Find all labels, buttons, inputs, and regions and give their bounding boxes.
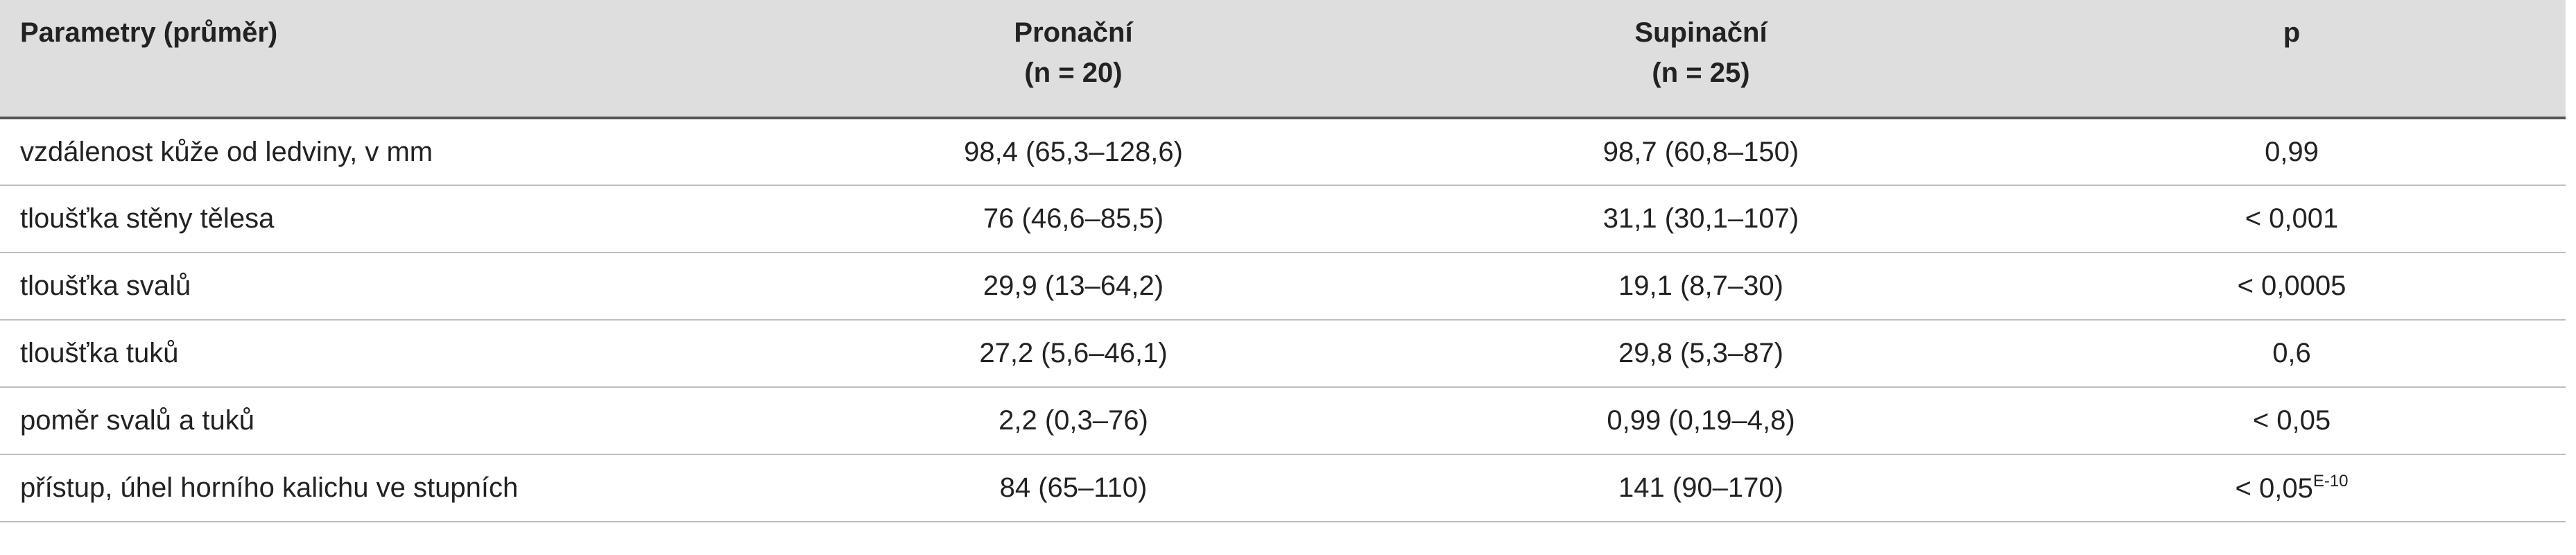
header-text: Pronační bbox=[1014, 17, 1133, 48]
table-cell: 141 (90–170) bbox=[1384, 454, 2018, 522]
table-row: tloušťka svalů 29,9 (13–64,2) 19,1 (8,7–30… bbox=[0, 253, 2566, 321]
cell-text: 19,1 (8,7–30) bbox=[1618, 271, 1783, 301]
header-text: (n = 20) bbox=[1024, 58, 1123, 88]
header-cell: Parametry (průměr) bbox=[0, 0, 763, 119]
cell-text: 0,99 (0,19–4,8) bbox=[1607, 405, 1795, 436]
cell-text: 84 (65–110) bbox=[999, 472, 1148, 503]
header-text: (n = 25) bbox=[1652, 58, 1750, 88]
table-cell: 29,8 (5,3–87) bbox=[1384, 320, 2018, 388]
header-text: p bbox=[2283, 17, 2301, 48]
table-cell: 84 (65–110) bbox=[763, 454, 1384, 522]
header-text: Supinační bbox=[1634, 17, 1767, 48]
cell-text: 29,9 (13–64,2) bbox=[983, 271, 1164, 301]
table-cell: 2,2 (0,3–76) bbox=[763, 387, 1384, 455]
table-header: Parametry (průměr) Pronační (n = 20) Supi… bbox=[0, 0, 2566, 119]
table-row: poměr svalů a tuků 2,2 (0,3–76) 0,99 (0,19… bbox=[0, 387, 2566, 455]
data-table: Parametry (průměr) Pronační (n = 20) Supi… bbox=[0, 0, 2566, 522]
table-cell: přístup, úhel horního kalichu ve stupníc… bbox=[0, 454, 763, 522]
table-row: tloušťka tuků 27,2 (5,6–46,1) 29,8 (5,3–87… bbox=[0, 320, 2566, 388]
cell-text: vzdálenost kůže od ledviny, v mm bbox=[20, 136, 433, 167]
table-cell: poměr svalů a tuků bbox=[0, 387, 763, 455]
cell-text: 0,99 bbox=[2265, 136, 2319, 167]
cell-text: < 0,05 bbox=[2252, 405, 2331, 436]
table-cell: 0,99 bbox=[2018, 118, 2566, 186]
header-text: Parametry (průměr) bbox=[20, 17, 278, 48]
cell-text: 31,1 (30,1–107) bbox=[1602, 203, 1799, 234]
cell-text: 27,2 (5,6–46,1) bbox=[979, 338, 1168, 368]
cell-text: přístup, úhel horního kalichu ve stupníc… bbox=[20, 472, 519, 503]
table-row: tloušťka stěny tělesa 76 (46,6–85,5) 31,1 … bbox=[0, 185, 2566, 253]
table-cell: 31,1 (30,1–107) bbox=[1384, 185, 2018, 253]
header-cell: Supinační (n = 25) bbox=[1384, 0, 2018, 119]
cell-text: 76 (46,6–85,5) bbox=[983, 203, 1164, 234]
table-cell: < 0,05E-10 bbox=[2018, 454, 2566, 522]
cell-text: 98,7 (60,8–150) bbox=[1602, 136, 1799, 167]
table-cell: < 0,05 bbox=[2018, 387, 2566, 455]
table-cell: < 0,0005 bbox=[2018, 253, 2566, 321]
table-cell: < 0,001 bbox=[2018, 185, 2566, 253]
table-cell: tloušťka tuků bbox=[0, 320, 763, 388]
cell-text: 141 (90–170) bbox=[1618, 472, 1783, 503]
table-cell: 76 (46,6–85,5) bbox=[763, 185, 1384, 253]
cell-text: poměr svalů a tuků bbox=[20, 405, 254, 436]
header-cell: Pronační (n = 20) bbox=[763, 0, 1384, 119]
table-row: přístup, úhel horního kalichu ve stupníc… bbox=[0, 454, 2566, 522]
table-row: vzdálenost kůže od ledviny, v mm 98,4 (65… bbox=[0, 118, 2566, 186]
cell-text: 98,4 (65,3–128,6) bbox=[964, 136, 1183, 167]
cell-text: < 0,001 bbox=[2245, 203, 2339, 234]
cell-text: tloušťka stěny tělesa bbox=[20, 203, 275, 234]
table-cell: tloušťka stěny tělesa bbox=[0, 185, 763, 253]
cell-text: tloušťka tuků bbox=[20, 338, 179, 368]
cell-text: 0,6 bbox=[2272, 338, 2311, 368]
cell-text: tloušťka svalů bbox=[20, 271, 191, 301]
table-cell: 0,99 (0,19–4,8) bbox=[1384, 387, 2018, 455]
table-cell: 19,1 (8,7–30) bbox=[1384, 253, 2018, 321]
header-cell: p bbox=[2018, 0, 2566, 119]
table-cell: 0,6 bbox=[2018, 320, 2566, 388]
table-cell: vzdálenost kůže od ledviny, v mm bbox=[0, 118, 763, 186]
table-body: vzdálenost kůže od ledviny, v mm 98,4 (65… bbox=[0, 118, 2566, 522]
cell-superscript: E-10 bbox=[2313, 472, 2349, 490]
cell-text: 29,8 (5,3–87) bbox=[1618, 338, 1783, 368]
cell-text: 2,2 (0,3–76) bbox=[999, 405, 1148, 436]
table-cell: tloušťka svalů bbox=[0, 253, 763, 321]
table-cell: 98,4 (65,3–128,6) bbox=[763, 118, 1384, 186]
table-cell: 98,7 (60,8–150) bbox=[1384, 118, 2018, 186]
table-cell: 27,2 (5,6–46,1) bbox=[763, 320, 1384, 388]
table-cell: 29,9 (13–64,2) bbox=[763, 253, 1384, 321]
header-row: Parametry (průměr) Pronační (n = 20) Supi… bbox=[0, 0, 2566, 119]
cell-text: < 0,05 bbox=[2235, 473, 2313, 504]
cell-text: < 0,0005 bbox=[2237, 271, 2346, 301]
